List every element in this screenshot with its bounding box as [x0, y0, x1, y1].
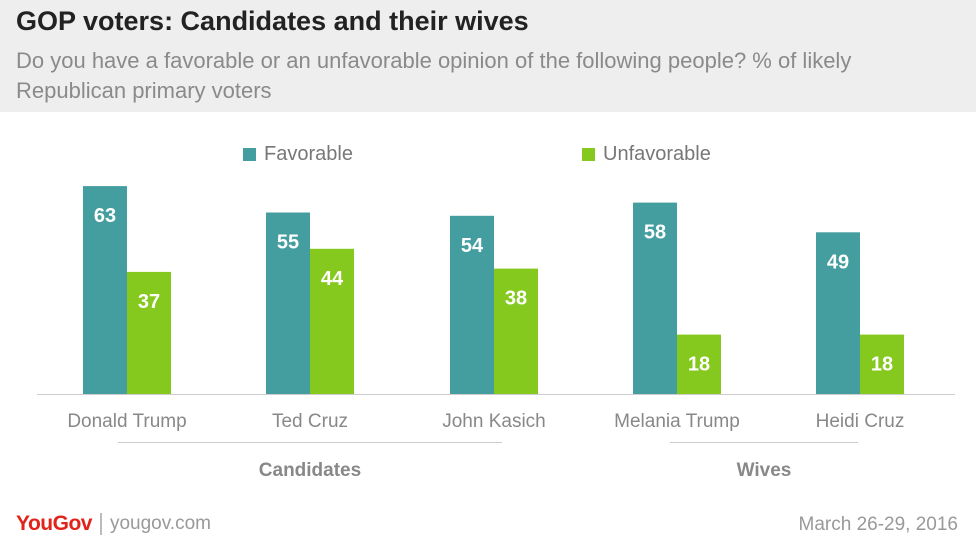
- category-label-melania-trump: Melania Trump: [614, 411, 740, 432]
- data-label-favorable-donald-trump: 63: [94, 205, 116, 227]
- data-label-favorable-john-kasich: 54: [461, 235, 484, 257]
- chart-title: GOP voters: Candidates and their wives: [16, 6, 529, 36]
- bar-unfavorable-heidi-cruz: [860, 334, 904, 394]
- chart-subtitle: Do you have a favorable or an unfavorabl…: [16, 48, 852, 103]
- bar-favorable-heidi-cruz: [816, 232, 860, 394]
- bar-chart: 63 37 55 44 54 38 58 18 49 18 Donald Trump Ted Cruz…: [37, 186, 955, 481]
- category-label-john-kasich: John Kasich: [442, 411, 546, 432]
- legend-label-favorable: Favorable: [264, 142, 353, 165]
- legend-swatch-favorable: [243, 147, 256, 161]
- category-label-donald-trump: Donald Trump: [67, 411, 186, 432]
- bar-unfavorable-ted-cruz: [310, 248, 354, 394]
- bar-favorable-melania-trump: [633, 202, 677, 394]
- bar-unfavorable-melania-trump: [677, 334, 721, 394]
- legend-item-unfavorable: Unfavorable: [582, 140, 711, 168]
- data-label-unfavorable-melania-trump: 18: [688, 354, 710, 376]
- legend-label-unfavorable: Unfavorable: [603, 142, 711, 165]
- footer-date: March 26-29, 2016: [798, 514, 959, 535]
- bar-favorable-donald-trump: [83, 186, 127, 394]
- category-label-ted-cruz: Ted Cruz: [272, 411, 348, 432]
- group-label-candidates: Candidates: [259, 460, 361, 481]
- footer-brand: YouGov yougov.com: [16, 512, 211, 536]
- data-label-unfavorable-donald-trump: 37: [138, 291, 160, 313]
- footer-site: yougov.com: [109, 513, 211, 534]
- bar-unfavorable-donald-trump: [127, 271, 171, 394]
- footer-divider: [99, 513, 102, 535]
- legend-swatch-unfavorable: [582, 147, 595, 161]
- legend-item-favorable: Favorable: [243, 140, 353, 168]
- data-label-favorable-melania-trump: 58: [644, 222, 666, 244]
- header-band: GOP voters: Candidates and their wives D…: [0, 0, 976, 112]
- group-label-wives: Wives: [737, 460, 792, 481]
- bar-favorable-john-kasich: [450, 215, 494, 394]
- data-label-unfavorable-heidi-cruz: 18: [871, 354, 893, 376]
- data-label-unfavorable-ted-cruz: 44: [321, 268, 344, 290]
- bar-favorable-ted-cruz: [266, 212, 310, 394]
- bar-unfavorable-john-kasich: [494, 268, 538, 394]
- data-label-favorable-heidi-cruz: 49: [827, 251, 849, 273]
- data-label-unfavorable-john-kasich: 38: [505, 288, 527, 310]
- yougov-logo: YouGov: [16, 512, 92, 535]
- category-label-heidi-cruz: Heidi Cruz: [816, 411, 905, 432]
- data-label-favorable-ted-cruz: 55: [277, 232, 299, 254]
